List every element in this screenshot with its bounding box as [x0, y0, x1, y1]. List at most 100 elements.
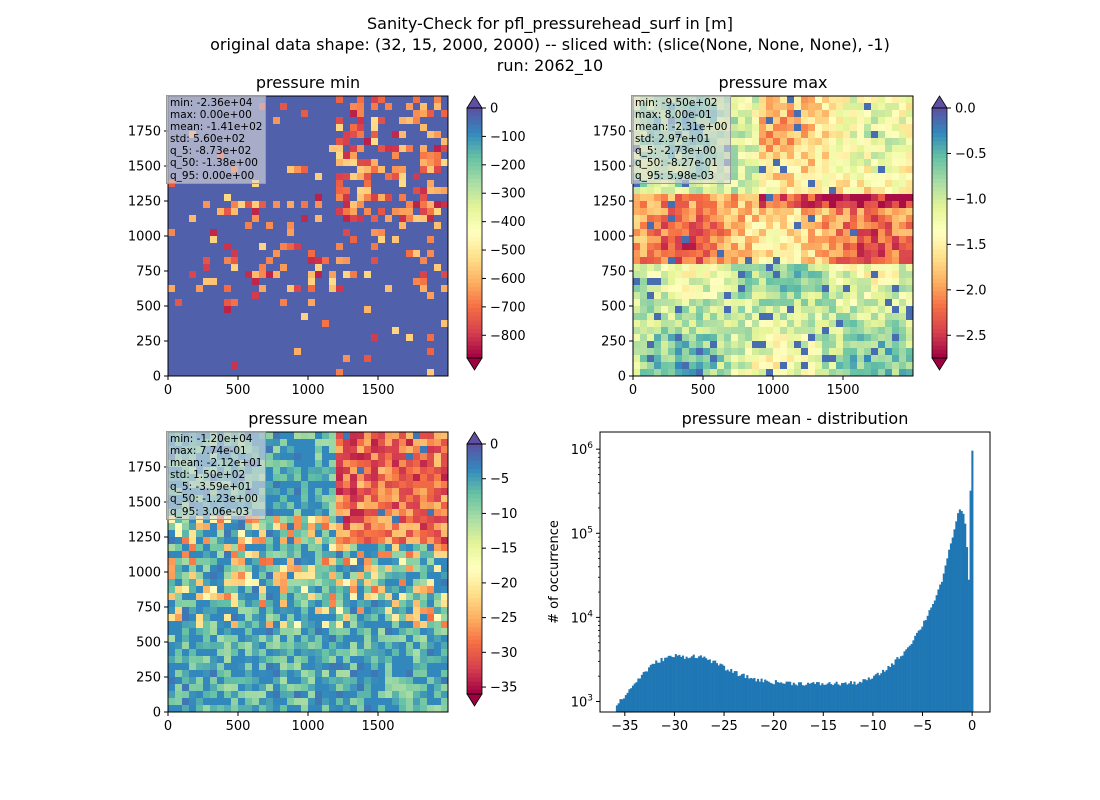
- heatmap-cell: [364, 369, 372, 377]
- heatmap-cell: [252, 621, 260, 629]
- heatmap-cell: [203, 236, 211, 244]
- heatmap-cell: [406, 698, 414, 706]
- heatmap-cell: [175, 355, 183, 363]
- heatmap-cell: [392, 551, 400, 559]
- heatmap-cell: [899, 159, 907, 167]
- colorbar-segment: [932, 112, 947, 117]
- heatmap-cell: [273, 516, 281, 524]
- heatmap-cell: [231, 698, 239, 706]
- heatmap-cell: [364, 649, 372, 657]
- heatmap-cell: [801, 173, 809, 181]
- heatmap-cell: [371, 537, 379, 545]
- heatmap-cell: [434, 124, 442, 132]
- heatmap-cell: [343, 145, 351, 153]
- heatmap-cell: [273, 677, 281, 685]
- heatmap-cell: [843, 362, 851, 370]
- heatmap-cell: [843, 96, 851, 104]
- heatmap-cell: [301, 145, 309, 153]
- heatmap-cell: [745, 341, 753, 349]
- heatmap-cell: [378, 257, 386, 265]
- heatmap-cell: [871, 166, 879, 174]
- heatmap-cell: [787, 264, 795, 272]
- heatmap-cell: [280, 257, 288, 265]
- heatmap-cell: [738, 138, 746, 146]
- heatmap-cell: [801, 299, 809, 307]
- heatmap-cell: [308, 236, 316, 244]
- heatmap-cell: [815, 166, 823, 174]
- heatmap-cell: [266, 222, 274, 230]
- heatmap-cell: [308, 600, 316, 608]
- heatmap-cell: [210, 677, 218, 685]
- heatmap-cell: [808, 334, 816, 342]
- heatmap-cell: [759, 173, 767, 181]
- heatmap-cell: [745, 278, 753, 286]
- colorbar-segment: [932, 162, 947, 167]
- heatmap-cell: [787, 124, 795, 132]
- heatmap-cell: [315, 663, 323, 671]
- heatmap-cell: [654, 362, 662, 370]
- heatmap-cell: [703, 285, 711, 293]
- heatmap-cell: [196, 551, 204, 559]
- heatmap-cell: [836, 257, 844, 265]
- heatmap-cell: [357, 600, 365, 608]
- heatmap-cell: [308, 110, 316, 118]
- heatmap-cell: [724, 201, 732, 209]
- heatmap-cell: [731, 362, 739, 370]
- heatmap-cell: [441, 621, 449, 629]
- heatmap-cell: [273, 257, 281, 265]
- heatmap-cell: [259, 229, 267, 237]
- heatmap-cell: [357, 481, 365, 489]
- heatmap-cell: [238, 586, 246, 594]
- heatmap-cell: [329, 586, 337, 594]
- heatmap-cell: [329, 292, 337, 300]
- heatmap-cell: [308, 313, 316, 321]
- heatmap-cell: [766, 138, 774, 146]
- heatmap-cell: [434, 110, 442, 118]
- heatmap-cell: [392, 355, 400, 363]
- heatmap-cell: [350, 481, 358, 489]
- heatmap-cell: [189, 362, 197, 370]
- heatmap-cell: [413, 663, 421, 671]
- heatmap-cell: [245, 271, 253, 279]
- heatmap-cell: [633, 362, 641, 370]
- heatmap-cell: [885, 117, 893, 125]
- heatmap-cell: [315, 586, 323, 594]
- heatmap-cell: [287, 229, 295, 237]
- heatmap-cell: [864, 320, 872, 328]
- heatmap-cell: [434, 635, 442, 643]
- heatmap-cell: [294, 229, 302, 237]
- heatmap-cell: [252, 320, 260, 328]
- heatmap-cell: [182, 236, 190, 244]
- heatmap-cell: [245, 285, 253, 293]
- heatmap-cell: [413, 642, 421, 650]
- heatmap-cell: [427, 467, 435, 475]
- heatmap-cell: [857, 278, 865, 286]
- heatmap-cell: [266, 439, 274, 447]
- heatmap-cell: [364, 691, 372, 699]
- heatmap-cell: [717, 250, 725, 258]
- heatmap-cell: [773, 131, 781, 139]
- heatmap-cell: [196, 572, 204, 580]
- heatmap-cell: [168, 691, 176, 699]
- heatmap-cell: [661, 369, 669, 377]
- heatmap-cell: [724, 292, 732, 300]
- heatmap-cell: [399, 488, 407, 496]
- colorbar-segment: [932, 116, 947, 121]
- heatmap-cell: [434, 348, 442, 356]
- heatmap-cell: [794, 110, 802, 118]
- heatmap-cell: [441, 558, 449, 566]
- heatmap-cell: [829, 306, 837, 314]
- heatmap-cell: [829, 320, 837, 328]
- heatmap-cell: [329, 446, 337, 454]
- heatmap-cell: [287, 586, 295, 594]
- heatmap-cell: [322, 488, 330, 496]
- heatmap-cell: [441, 523, 449, 531]
- heatmap-cell: [892, 222, 900, 230]
- heatmap-cell: [392, 537, 400, 545]
- heatmap-cell: [315, 600, 323, 608]
- heatmap-cell: [189, 698, 197, 706]
- heatmap-cell: [175, 572, 183, 580]
- heatmap-cell: [413, 180, 421, 188]
- heatmap-cell: [252, 537, 260, 545]
- heatmap-cell: [224, 208, 232, 216]
